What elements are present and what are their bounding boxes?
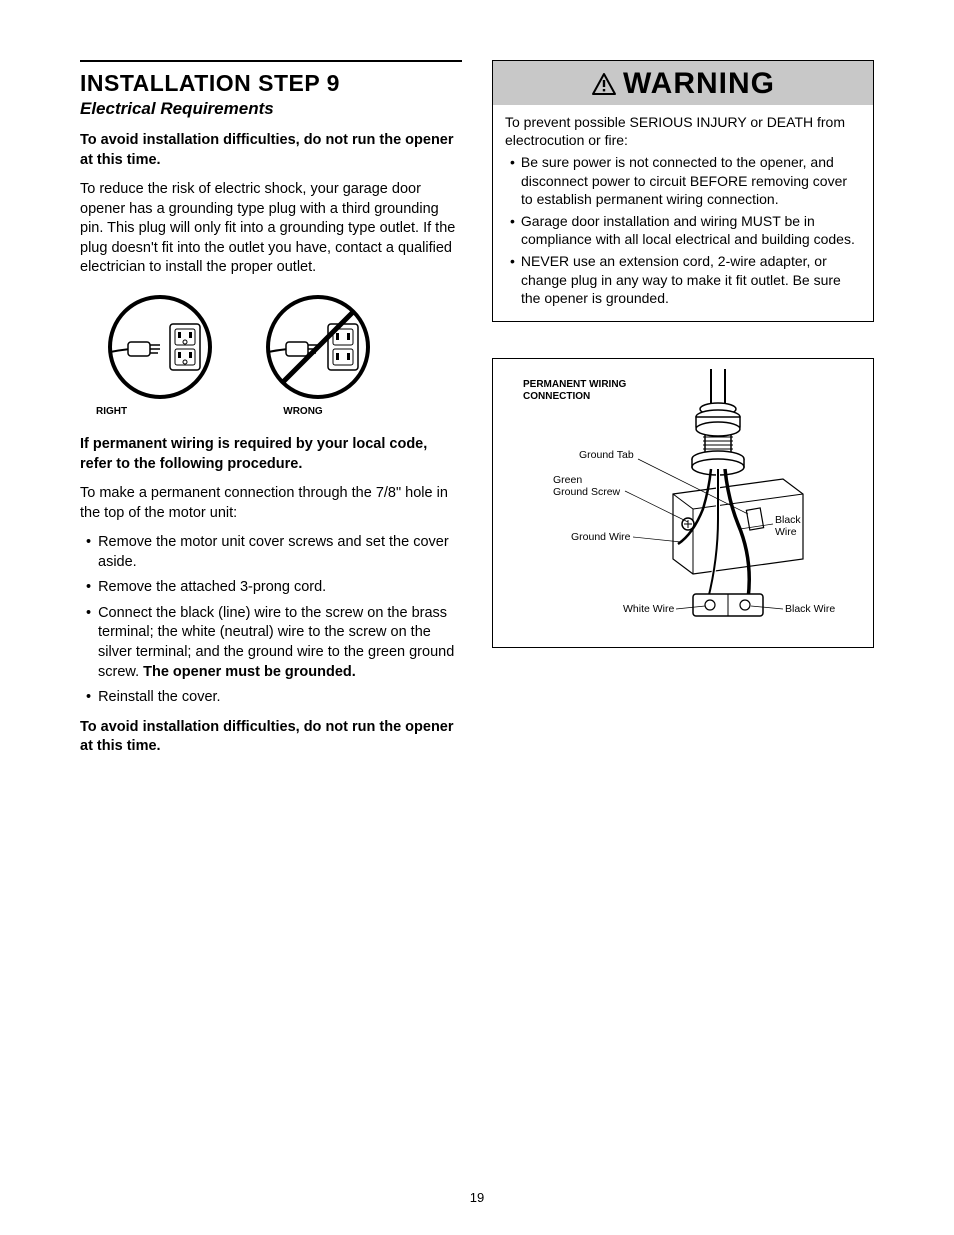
para1: To reduce the risk of electric shock, yo… <box>80 180 462 278</box>
list-item-bold: The opener must be grounded. <box>143 664 356 680</box>
left-column: INSTALLATION STEP 9 Electrical Requireme… <box>80 60 462 767</box>
plug-right: RIGHT <box>90 292 230 417</box>
black-top-l1: Black <box>775 514 801 526</box>
list-item: Remove the motor unit cover screws and s… <box>80 533 462 572</box>
warning-box: WARNING To prevent possible SERIOUS INJU… <box>492 60 874 322</box>
warning-header: WARNING <box>493 61 873 105</box>
right-column: WARNING To prevent possible SERIOUS INJU… <box>492 60 874 767</box>
warning-item: Garage door installation and wiring MUST… <box>505 212 861 248</box>
plug-wrong: WRONG <box>248 292 388 417</box>
plug-wrong-svg <box>248 292 388 402</box>
perm-bold: If permanent wiring is required by your … <box>80 435 462 474</box>
list-item: Connect the black (line) wire to the scr… <box>80 604 462 682</box>
wiring-figure: PERMANENT WIRING CONNECTION <box>492 358 874 648</box>
intro-bold: To avoid installation difficulties, do n… <box>80 131 462 170</box>
white-wire-label: White Wire <box>623 603 674 616</box>
warning-body: To prevent possible SERIOUS INJURY or DE… <box>493 105 873 321</box>
plug-right-label: RIGHT <box>90 406 230 417</box>
black-top-l2: Wire <box>775 526 797 538</box>
warning-header-text: WARNING <box>623 67 775 101</box>
procedure-list: Remove the motor unit cover screws and s… <box>80 533 462 708</box>
ground-tab-label: Ground Tab <box>579 449 634 462</box>
section-subtitle: Electrical Requirements <box>80 99 462 119</box>
list-item: Reinstall the cover. <box>80 688 462 708</box>
list-item: Remove the attached 3-prong cord. <box>80 578 462 598</box>
green-l1: Green <box>553 474 582 486</box>
green-ground-screw-label: Green Ground Screw <box>553 474 620 499</box>
warning-intro: To prevent possible SERIOUS INJURY or DE… <box>505 113 861 149</box>
black-wire-label: Black Wire <box>785 603 835 616</box>
plug-figure-row: RIGHT <box>90 292 462 417</box>
page-number: 19 <box>0 1190 954 1205</box>
warning-icon <box>591 72 617 96</box>
outro-bold: To avoid installation difficulties, do n… <box>80 718 462 757</box>
ground-wire-label: Ground Wire <box>571 531 631 544</box>
plug-wrong-label: WRONG <box>218 406 388 417</box>
plug-right-svg <box>90 292 230 402</box>
warning-list: Be sure power is not connected to the op… <box>505 153 861 307</box>
black-wire-top-label: Black Wire <box>775 514 801 539</box>
warning-item: Be sure power is not connected to the op… <box>505 153 861 208</box>
section-title: INSTALLATION STEP 9 <box>80 70 462 97</box>
perm-intro: To make a permanent connection through t… <box>80 484 462 523</box>
warning-item: NEVER use an extension cord, 2-wire adap… <box>505 252 861 307</box>
green-l2: Ground Screw <box>553 486 620 498</box>
